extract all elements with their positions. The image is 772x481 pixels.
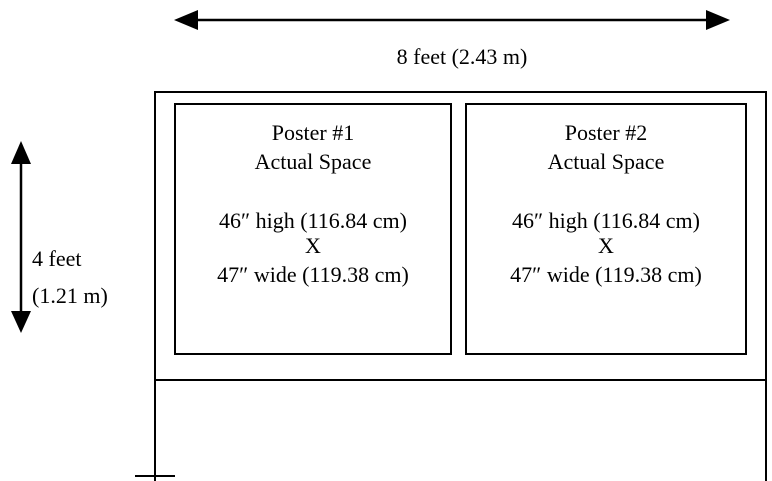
height-label-line2: (1.21 m) [32,283,108,308]
poster-2-width: 47″ wide (119.38 cm) [510,262,702,287]
poster-2-title: Poster #2 [564,120,648,145]
height-arrow-top-head [11,141,31,164]
poster-1-height: 46″ high (116.84 cm) [219,208,407,233]
height-arrow-bottom-head [11,311,31,333]
poster-1-title: Poster #1 [271,120,355,145]
poster-2-times: X [598,233,614,258]
width-label: 8 feet (2.43 m) [396,44,528,69]
poster-2-text: Poster #2 Actual Space 46″ high (116.84 … [476,120,736,287]
poster-2-height: 46″ high (116.84 cm) [512,208,700,233]
width-arrow-left-head [174,10,198,30]
width-arrow-right-head [706,10,730,30]
height-arrow [11,141,31,333]
poster-1-subtitle: Actual Space [254,149,372,174]
poster-1-times: X [305,233,321,258]
board-frame [154,91,767,381]
height-label-line1: 4 feet [32,246,82,271]
poster-1-width: 47″ wide (119.38 cm) [217,262,409,287]
poster-2-subtitle: Actual Space [547,149,665,174]
poster-1-text: Poster #1 Actual Space 46″ high (116.84 … [183,120,443,287]
poster-box-1 [174,103,452,355]
poster-box-2 [465,103,747,355]
width-arrow [174,10,730,30]
